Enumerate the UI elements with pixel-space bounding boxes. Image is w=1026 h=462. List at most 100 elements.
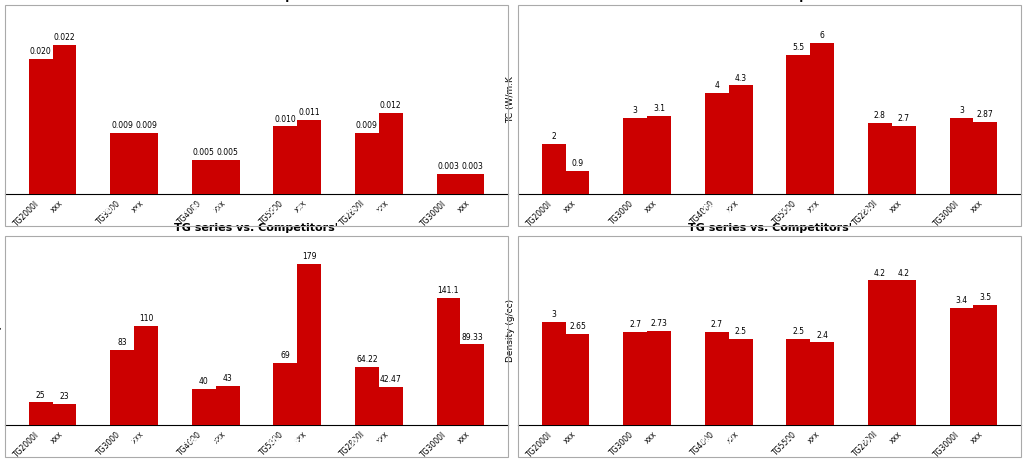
Bar	[705, 332, 728, 425]
Text: 25: 25	[36, 391, 45, 400]
Text: 2.5: 2.5	[792, 327, 804, 336]
Title: TG series vs. Competitors': TG series vs. Competitors'	[687, 0, 852, 2]
Text: 83: 83	[118, 338, 127, 347]
Bar	[949, 118, 974, 194]
Text: 0.003: 0.003	[462, 162, 483, 171]
Bar	[811, 43, 834, 194]
Text: 3.5: 3.5	[979, 292, 991, 302]
Bar	[436, 298, 461, 425]
Text: 23: 23	[60, 392, 70, 401]
Text: 0.009: 0.009	[135, 122, 157, 130]
Text: Similar density, similar cost performance: Similar density, similar cost performanc…	[656, 436, 883, 446]
Bar	[542, 322, 565, 425]
Text: Similar  or lower viscosity, similar or easy printing: Similar or lower viscosity, similar or e…	[117, 436, 396, 446]
Bar	[134, 133, 158, 194]
Text: 0.022: 0.022	[53, 33, 75, 43]
Bar	[379, 387, 402, 425]
Text: 2.7: 2.7	[898, 114, 910, 123]
Y-axis label: TC (W/m.K: TC (W/m.K	[507, 76, 515, 123]
Text: 6: 6	[820, 30, 825, 40]
Bar	[134, 326, 158, 425]
Bar	[298, 120, 321, 194]
Bar	[974, 122, 997, 194]
Bar	[52, 45, 77, 194]
Text: 0.005: 0.005	[216, 148, 239, 158]
Text: 2.7: 2.7	[629, 320, 641, 329]
Bar	[705, 93, 728, 194]
Text: 110: 110	[139, 314, 153, 323]
Bar	[892, 126, 915, 194]
Bar	[436, 174, 461, 194]
Text: 0.009: 0.009	[356, 122, 378, 130]
Text: 4: 4	[714, 81, 719, 90]
Bar	[868, 123, 892, 194]
Text: 64.22: 64.22	[356, 355, 378, 364]
Text: 3.4: 3.4	[955, 296, 968, 305]
Text: 2.65: 2.65	[569, 322, 586, 331]
Text: 2.5: 2.5	[735, 327, 747, 336]
Bar	[624, 118, 647, 194]
Bar	[29, 402, 52, 425]
Text: 141.1: 141.1	[438, 286, 460, 295]
Bar	[624, 332, 647, 425]
Title: TG series vs. Competitors': TG series vs. Competitors'	[174, 224, 339, 233]
Bar	[111, 133, 134, 194]
Bar	[974, 304, 997, 425]
Bar	[728, 85, 752, 194]
Y-axis label: Viscosity (Pa.s): Viscosity (Pa.s)	[0, 297, 2, 364]
Y-axis label: TI (°C.cm²/W): TI (°C.cm²/W)	[0, 69, 2, 130]
Bar	[892, 280, 915, 425]
Bar	[565, 171, 590, 194]
Bar	[379, 113, 402, 194]
Bar	[461, 174, 484, 194]
Bar	[29, 59, 52, 194]
Text: 2.7: 2.7	[711, 320, 723, 329]
Text: 2: 2	[551, 132, 556, 141]
Bar	[565, 334, 590, 425]
Text: 179: 179	[302, 252, 316, 261]
Text: 3: 3	[633, 106, 638, 116]
Bar	[111, 350, 134, 425]
Text: 4.2: 4.2	[874, 268, 885, 278]
Text: 0.010: 0.010	[275, 115, 297, 123]
Bar	[215, 160, 239, 194]
Text: 3: 3	[959, 106, 963, 116]
Text: 42.47: 42.47	[380, 375, 401, 384]
Bar	[192, 160, 215, 194]
Bar	[52, 404, 77, 425]
Text: 2.87: 2.87	[977, 109, 993, 119]
Text: 0.012: 0.012	[380, 101, 401, 110]
Bar	[298, 264, 321, 425]
Bar	[355, 367, 379, 425]
Text: 3.1: 3.1	[654, 104, 665, 113]
Text: 69: 69	[280, 351, 290, 360]
Bar	[868, 280, 892, 425]
Text: 0.9: 0.9	[571, 159, 584, 169]
Text: 43: 43	[223, 374, 233, 383]
Title: TG series vs. Competitors': TG series vs. Competitors'	[174, 0, 339, 2]
Text: 0.005: 0.005	[193, 148, 214, 158]
Text: 2.8: 2.8	[874, 111, 885, 121]
Bar	[274, 127, 298, 194]
Text: 3: 3	[551, 310, 556, 319]
Text: 0.020: 0.020	[30, 47, 51, 56]
Y-axis label: Density (g/cc): Density (g/cc)	[507, 299, 515, 362]
Bar	[728, 339, 752, 425]
Bar	[949, 308, 974, 425]
Bar	[461, 345, 484, 425]
Bar	[215, 386, 239, 425]
Bar	[192, 389, 215, 425]
Text: Similar TC, similar thermal performance: Similar TC, similar thermal performance	[659, 205, 880, 215]
Bar	[647, 331, 671, 425]
Text: 0.011: 0.011	[299, 108, 320, 117]
Bar	[542, 144, 565, 194]
Text: 40: 40	[199, 377, 208, 386]
Text: 4.3: 4.3	[735, 73, 747, 83]
Bar	[274, 363, 298, 425]
Text: 0.003: 0.003	[437, 162, 460, 171]
Bar	[355, 133, 379, 194]
Bar	[647, 116, 671, 194]
Text: 0.009: 0.009	[112, 122, 133, 130]
Bar	[811, 342, 834, 425]
Text: 5.5: 5.5	[792, 43, 804, 52]
